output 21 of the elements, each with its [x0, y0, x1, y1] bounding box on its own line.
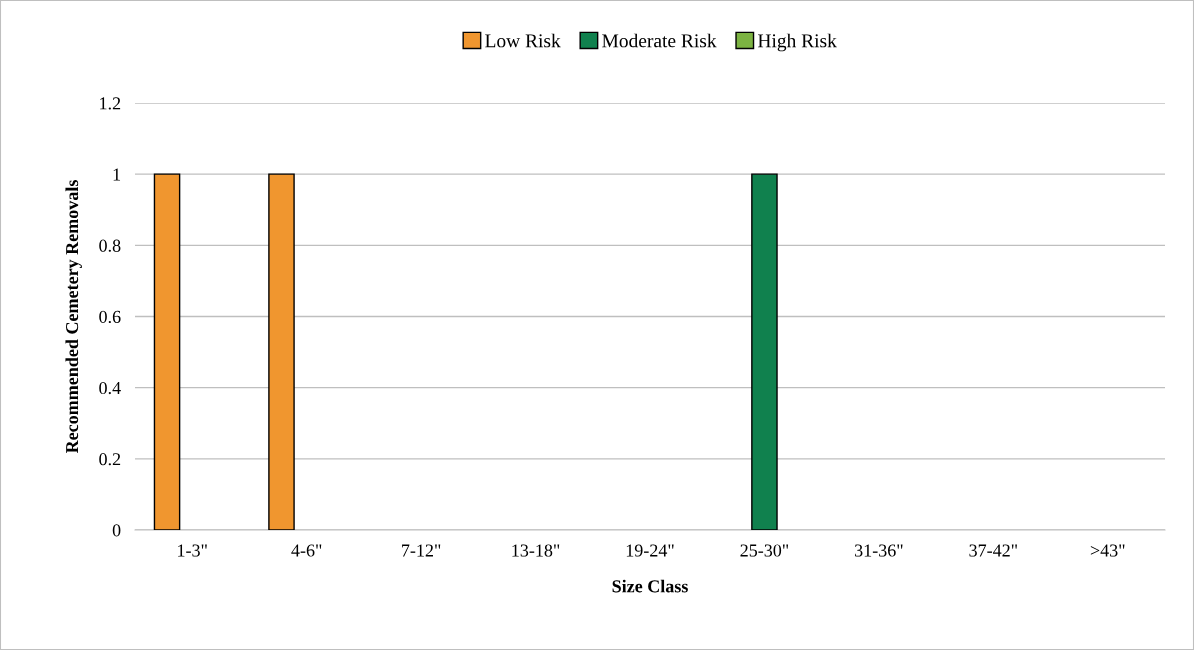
- x-tick-label: 25-30": [740, 544, 789, 557]
- y-tick-label: 0.2: [99, 453, 121, 466]
- x-axis-title: Size Class: [612, 579, 688, 593]
- x-tick-label: 31-36": [855, 544, 903, 557]
- x-tick-label: 7-12": [402, 544, 441, 557]
- legend-label: Low Risk: [485, 33, 561, 48]
- y-axis-title: Recommended Cemetery Removals: [65, 180, 82, 454]
- y-tick-label: 0.8: [99, 239, 121, 252]
- x-tick-label: 1-3": [178, 544, 207, 557]
- x-tick-label: 4-6": [291, 544, 322, 557]
- y-tick-label: 1: [113, 168, 121, 181]
- y-tick-label: 0.6: [99, 310, 121, 324]
- x-tick-label: >43": [1090, 544, 1125, 557]
- y-tick-label: 1.2: [100, 97, 121, 110]
- y-tick-label: 0: [112, 524, 121, 537]
- x-tick-label: 19-24": [626, 544, 674, 557]
- x-tick-label: 37-42": [969, 544, 1017, 557]
- legend-label: Moderate Risk: [602, 33, 717, 48]
- x-tick-label: 13-18": [512, 544, 560, 557]
- y-tick-label: 0.4: [99, 381, 121, 395]
- legend-label: High Risk: [757, 33, 837, 52]
